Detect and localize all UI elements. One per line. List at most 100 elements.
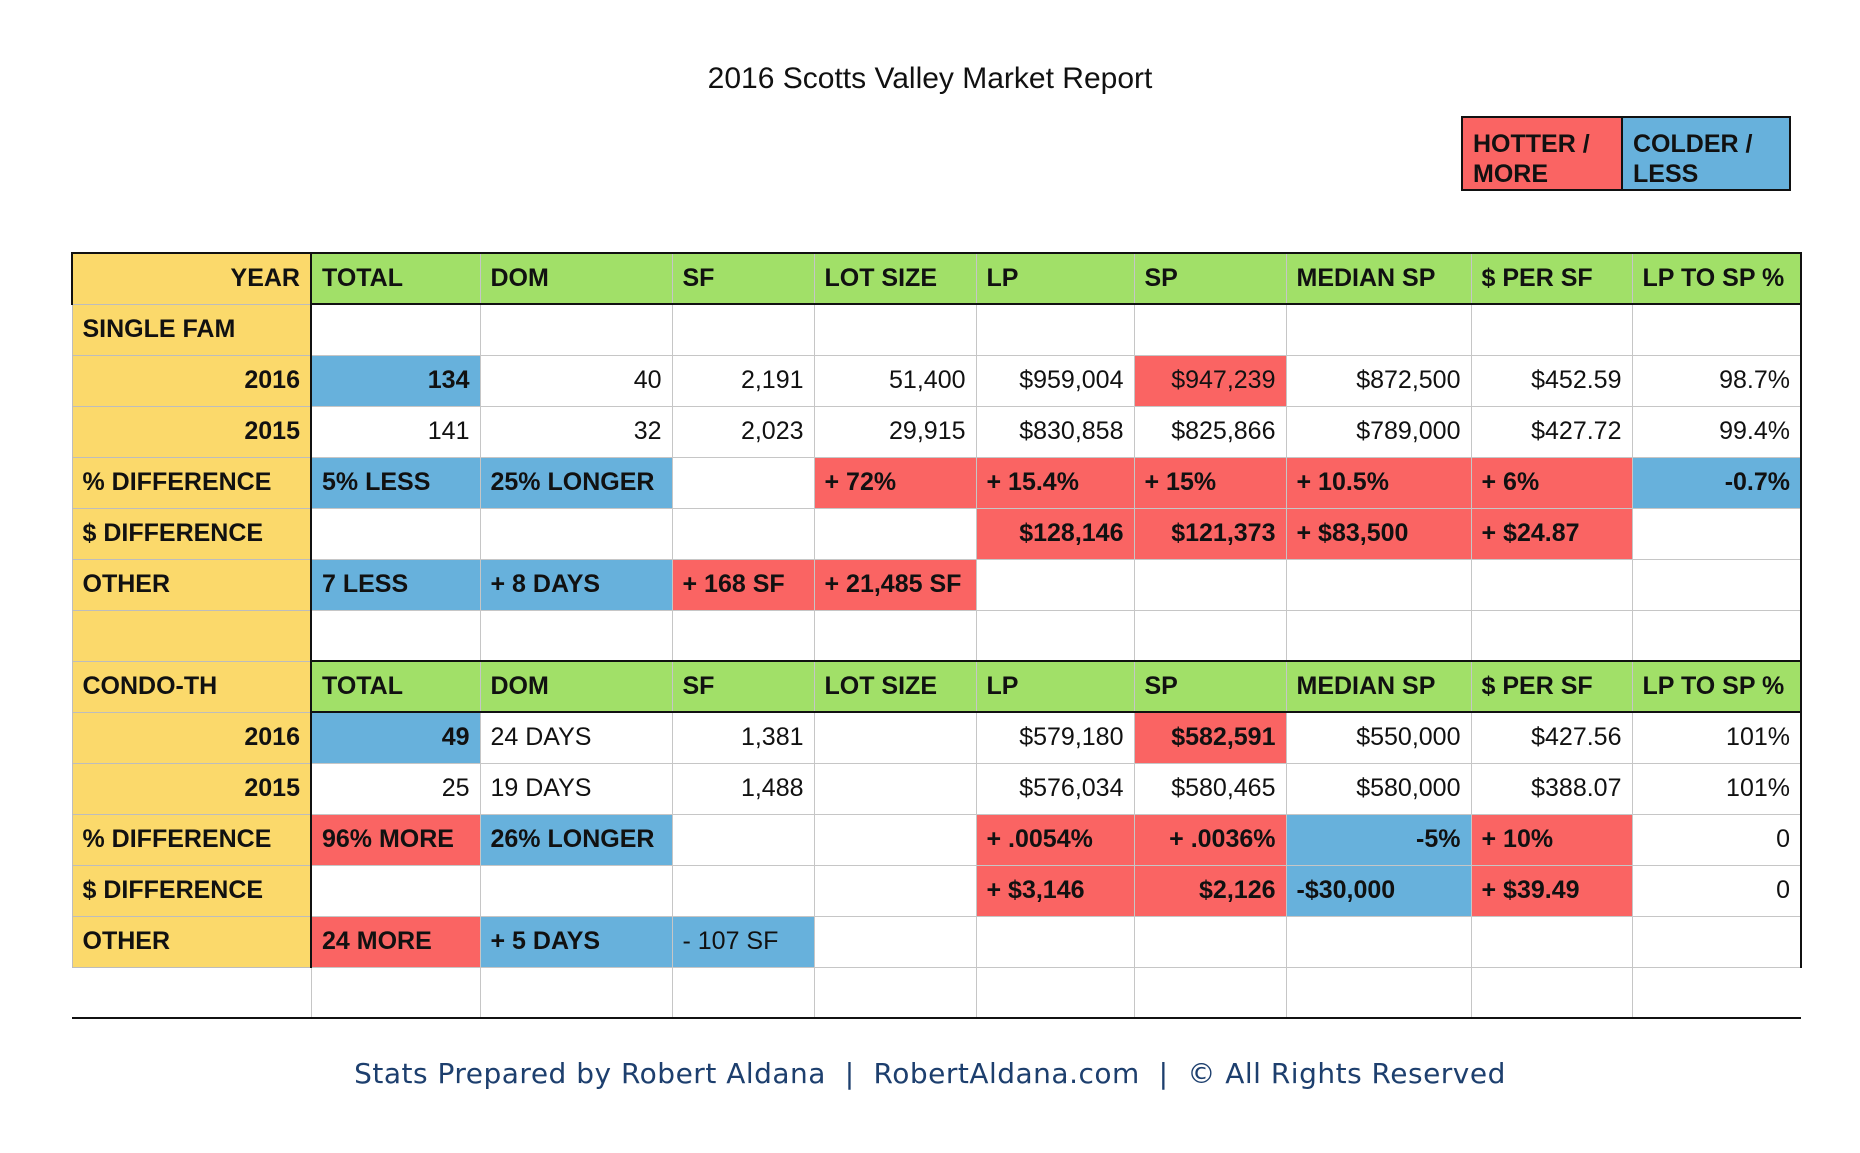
row-label: $ DIFFERENCE — [71, 507, 312, 560]
col-median-sp: MEDIAN SP — [1285, 660, 1472, 713]
table-cell — [479, 966, 673, 1019]
table-cell: $427.56 — [1470, 711, 1633, 764]
row-label: OTHER — [71, 915, 312, 968]
table-cell — [1631, 558, 1802, 611]
row-label: $ DIFFERENCE — [71, 864, 312, 917]
color-legend: HOTTER / MORE COLDER / LESS — [1461, 116, 1791, 191]
table-cell: -$30,000 — [1285, 864, 1472, 917]
table-cell: + .0036% — [1133, 813, 1287, 866]
table-row: 2016 134 40 2,191 51,400 $959,004 $947,2… — [71, 354, 1802, 407]
table-cell — [1470, 558, 1633, 611]
table-row: $ DIFFERENCE + $3,146 $2,126 -$30,000 + … — [71, 864, 1802, 917]
spacer-row — [71, 609, 1802, 662]
section-row-single-fam: SINGLE FAM — [71, 303, 1802, 356]
table-row: OTHER 7 LESS + 8 DAYS + 168 SF + 21,485 … — [71, 558, 1802, 611]
table-cell — [813, 711, 977, 764]
table-cell: 49 — [310, 711, 481, 764]
table-row: % DIFFERENCE 5% LESS 25% LONGER + 72% + … — [71, 456, 1802, 509]
table-cell — [813, 813, 977, 866]
table-cell — [813, 762, 977, 815]
table-cell: + .0054% — [975, 813, 1135, 866]
table-cell — [1470, 609, 1633, 662]
table-cell: 26% LONGER — [479, 813, 673, 866]
market-report-table: YEAR TOTAL DOM SF LOT SIZE LP SP MEDIAN … — [71, 252, 1802, 1019]
row-label: 2016 — [71, 354, 312, 407]
table-cell — [1133, 915, 1287, 968]
row-label: OTHER — [71, 558, 312, 611]
table-cell: 0 — [1631, 864, 1802, 917]
table-cell — [310, 507, 481, 560]
table-cell: + $24.87 — [1470, 507, 1633, 560]
col-lot-size: LOT SIZE — [813, 252, 977, 305]
table-cell: $947,239 — [1133, 354, 1287, 407]
table-cell — [813, 507, 977, 560]
table-cell: 51,400 — [813, 354, 977, 407]
col-lp-to-sp: LP TO SP % — [1631, 252, 1802, 305]
table-cell: 101% — [1631, 762, 1802, 815]
col-sf: SF — [671, 252, 815, 305]
table-cell — [975, 915, 1135, 968]
table-cell — [1285, 558, 1472, 611]
table-cell: 98.7% — [1631, 354, 1802, 407]
section-label-condo: CONDO-TH — [71, 660, 312, 713]
table-cell — [671, 303, 815, 356]
table-cell — [1133, 303, 1287, 356]
table-row: 2015 141 32 2,023 29,915 $830,858 $825,8… — [71, 405, 1802, 458]
col-per-sf: $ PER SF — [1470, 660, 1633, 713]
report-title: 2016 Scotts Valley Market Report — [707, 62, 1153, 95]
table-cell: $452.59 — [1470, 354, 1633, 407]
table-cell — [310, 303, 481, 356]
table-cell: $576,034 — [975, 762, 1135, 815]
table-cell: $789,000 — [1285, 405, 1472, 458]
table-cell — [479, 507, 673, 560]
table-cell — [671, 813, 815, 866]
table-cell — [310, 966, 481, 1019]
table-cell: + 10.5% — [1285, 456, 1472, 509]
table-cell — [1285, 915, 1472, 968]
table-cell: 25% LONGER — [479, 456, 673, 509]
table-cell — [671, 507, 815, 560]
table-cell — [975, 609, 1135, 662]
table-cell: 99.4% — [1631, 405, 1802, 458]
table-cell: 2,191 — [671, 354, 815, 407]
col-sf: SF — [671, 660, 815, 713]
table-cell — [1631, 915, 1802, 968]
col-lp-to-sp: LP TO SP % — [1631, 660, 1802, 713]
table-cell — [813, 864, 977, 917]
table-cell — [1285, 966, 1472, 1019]
table-cell: $427.72 — [1470, 405, 1633, 458]
table-cell: 134 — [310, 354, 481, 407]
table-row: % DIFFERENCE 96% MORE 26% LONGER + .0054… — [71, 813, 1802, 866]
table-cell — [1470, 966, 1633, 1019]
table-cell — [1631, 303, 1802, 356]
table-cell — [671, 966, 815, 1019]
row-label: % DIFFERENCE — [71, 456, 312, 509]
footer-credits: Stats Prepared by Robert Aldana | Robert… — [354, 1057, 1506, 1090]
table-cell: -5% — [1285, 813, 1472, 866]
table-cell — [671, 864, 815, 917]
table-cell: + $3,146 — [975, 864, 1135, 917]
col-per-sf: $ PER SF — [1470, 252, 1633, 305]
section-label-single-fam: SINGLE FAM — [71, 303, 312, 356]
row-label — [72, 966, 312, 1019]
header-row: YEAR TOTAL DOM SF LOT SIZE LP SP MEDIAN … — [71, 252, 1802, 305]
table-cell: + 6% — [1470, 456, 1633, 509]
col-median-sp: MEDIAN SP — [1285, 252, 1472, 305]
table-cell: 7 LESS — [310, 558, 481, 611]
table-cell: $579,180 — [975, 711, 1135, 764]
table-row: 2015 25 19 DAYS 1,488 $576,034 $580,465 … — [71, 762, 1802, 815]
table-cell: 24 MORE — [310, 915, 481, 968]
spacer-row — [72, 966, 1801, 1019]
table-cell: + 72% — [813, 456, 977, 509]
table-cell: + 168 SF — [671, 558, 815, 611]
table-row: OTHER 24 MORE + 5 DAYS - 107 SF — [71, 915, 1802, 968]
table-cell: 0 — [1631, 813, 1802, 866]
table-cell — [1631, 507, 1802, 560]
table-cell: 1,381 — [671, 711, 815, 764]
table-cell: 2,023 — [671, 405, 815, 458]
row-label: % DIFFERENCE — [71, 813, 312, 866]
table-cell — [975, 966, 1135, 1019]
table-cell: 101% — [1631, 711, 1802, 764]
row-label: 2016 — [71, 711, 312, 764]
table-cell: $128,146 — [975, 507, 1135, 560]
